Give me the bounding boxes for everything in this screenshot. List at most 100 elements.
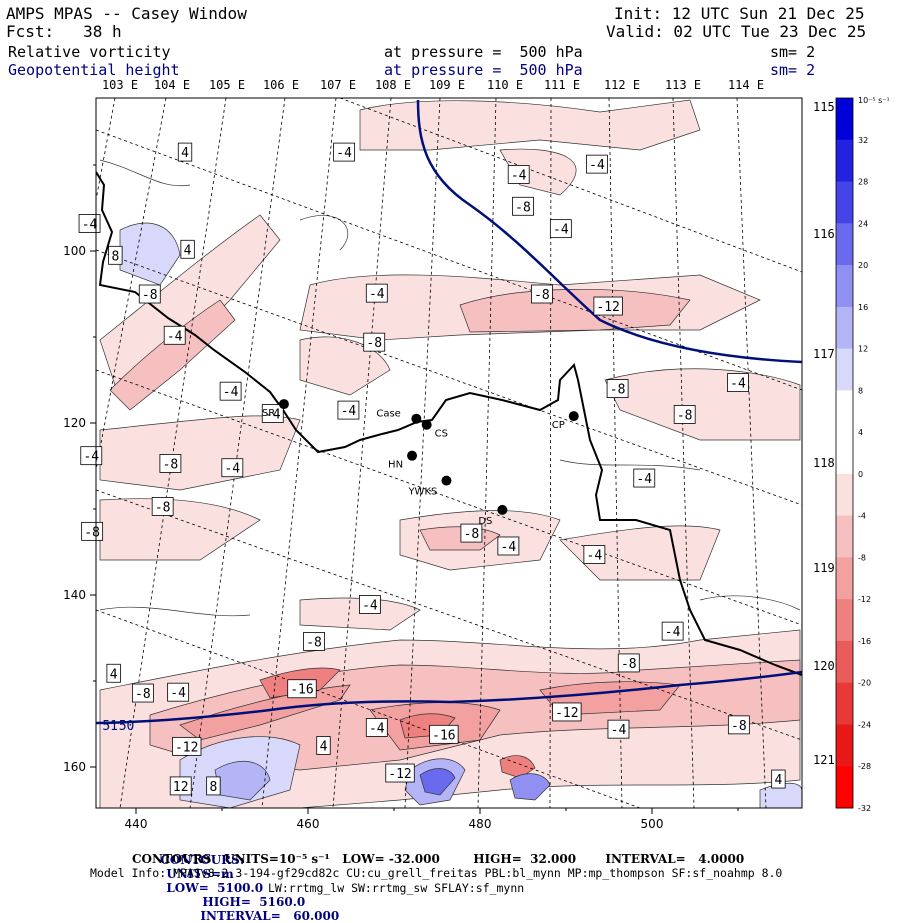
vorticity-label-box xyxy=(771,769,786,789)
vorticity-label-box xyxy=(106,663,121,683)
physics-info: LW:rrtmg_lw SW:rrtmg_sw SFLAY:sf_mynn xyxy=(268,881,525,895)
lon-label: 105 E xyxy=(209,78,245,92)
y-tick-label: 140 xyxy=(63,588,86,602)
vorticity-label: -4 xyxy=(507,165,530,184)
vorticity-label-box xyxy=(359,595,381,614)
vorticity-label-box xyxy=(108,245,123,265)
colorbar-tick-label: 20 xyxy=(858,261,868,270)
vorticity-label-text: -4 xyxy=(336,146,352,161)
vorticity-label-text: 4 xyxy=(184,243,192,258)
vorticity-label-box xyxy=(163,325,186,345)
vorticity-label-text: 4 xyxy=(775,773,783,788)
colorbar-swatch xyxy=(836,390,853,433)
colorbar-swatch xyxy=(836,265,853,308)
vorticity-label-box xyxy=(429,724,459,744)
vorticity-label: -4 xyxy=(607,719,630,739)
height-label: 51 xyxy=(102,719,118,734)
vorticity-label-text: -8 xyxy=(155,500,171,515)
vorticity-label-box xyxy=(617,653,640,673)
height-label: 50 xyxy=(119,719,135,734)
vorticity-label-text: -8 xyxy=(731,719,747,734)
vorticity-label-text: -4 xyxy=(83,450,99,465)
station-label: CS xyxy=(435,429,448,440)
vorticity-label-text: -4 xyxy=(82,217,98,232)
y-tick-label: 160 xyxy=(63,760,86,774)
axis-ticks xyxy=(90,164,739,814)
vorticity-label-text: -4 xyxy=(369,287,385,302)
vorticity-shading xyxy=(99,99,802,808)
station-dot xyxy=(407,450,418,461)
vorticity-label: -16 xyxy=(429,724,459,744)
vorticity-label: -12 xyxy=(172,736,202,756)
vorticity-label-text: -4 xyxy=(224,462,240,477)
vorticity-label: -4 xyxy=(586,154,608,174)
vorticity-label-box xyxy=(177,142,193,162)
vorticity-label-text: -8 xyxy=(534,288,550,303)
height-contour-labels: 51 50 xyxy=(102,719,134,734)
vorticity-label: -4 xyxy=(359,595,381,614)
lon-label: 104 E xyxy=(154,78,190,92)
field-vorticity: Relative vorticity xyxy=(8,43,171,61)
height-contour-5100 xyxy=(96,670,802,725)
longitude-labels-top: 103 E 104 E 105 E 106 E 107 E 108 E 109 … xyxy=(102,78,764,92)
vorticity-label-text: -8 xyxy=(142,288,158,303)
vorticity-label-box xyxy=(385,763,415,783)
vorticity-label-text: -4 xyxy=(167,329,183,344)
vorticity-label-box xyxy=(219,381,242,401)
vorticity-label-text: -8 xyxy=(515,200,531,215)
vorticity-label-text: -4 xyxy=(553,223,569,238)
vorticity-label-box xyxy=(512,196,534,216)
vorticity-label: -4 xyxy=(365,718,388,737)
vorticity-label-text: -12 xyxy=(388,767,411,782)
vorticity-label-box xyxy=(303,632,325,651)
vorticity-label-text: 12 xyxy=(173,780,189,795)
vorticity-label: -16 xyxy=(287,679,317,699)
vorticity-label-box xyxy=(180,239,195,259)
vorticity-label-text: -8 xyxy=(306,635,322,650)
colorbar-tick-label: -8 xyxy=(858,553,866,562)
vorticity-label-text: -16 xyxy=(290,683,313,698)
vorticity-label-text: -4 xyxy=(170,686,186,701)
station-dot xyxy=(568,411,579,422)
vorticity-label-box xyxy=(727,373,749,392)
coastline xyxy=(96,171,802,676)
vorticity-label: 4 xyxy=(106,663,121,683)
field-height: Geopotential height xyxy=(8,61,180,79)
colorbar-swatch xyxy=(836,223,853,266)
vorticity-label: -8 xyxy=(727,715,750,735)
vorticity-label-box xyxy=(727,715,750,735)
colorbar-tick-label: -24 xyxy=(858,720,871,729)
vorticity-label: -12 xyxy=(552,702,582,722)
vorticity-label-box xyxy=(172,736,202,756)
station-dot xyxy=(441,475,452,486)
colorbar-swatch xyxy=(836,348,853,391)
colorbar-tick-label: 0 xyxy=(858,470,863,479)
station-dot xyxy=(411,413,422,424)
vorticity-label: 12 xyxy=(169,776,192,796)
height-interval: INTERVAL= 60.000 xyxy=(200,909,340,923)
vorticity-label-box xyxy=(337,400,360,420)
vorticity-label-box xyxy=(287,679,317,699)
vorticity-label-text: -4 xyxy=(589,158,605,173)
colorbar-swatch xyxy=(836,181,853,224)
vorticity-label: 8 xyxy=(108,245,123,265)
colorbar-tick-label: 4 xyxy=(858,428,863,437)
colorbar-tick-label: -20 xyxy=(858,679,871,688)
colorbar-units: 10⁻⁵ s⁻¹ xyxy=(858,96,890,105)
vorticity-label: -8 xyxy=(512,196,534,216)
vorticity-label-text: 4 xyxy=(320,740,328,755)
vorticity-label-box xyxy=(460,523,483,543)
vorticity-label-text: -8 xyxy=(464,527,480,542)
vorticity-label-box xyxy=(586,154,608,174)
colorbar-tick-label: 8 xyxy=(858,386,863,395)
vorticity-map: 4 -4 -4 -4 -8 -4 -4 8 4 -4 -8 -8 -12 -4 -8 -4 -8 -4 -8 -4 -4… xyxy=(63,78,890,831)
vorticity-label-text: -4 xyxy=(369,721,385,736)
vorticity-label-box xyxy=(607,719,630,739)
colorbar-swatch xyxy=(836,640,853,684)
vorticity-label-box xyxy=(507,165,530,184)
colorbar-swatch xyxy=(836,682,853,725)
colorbar-tick-label: 16 xyxy=(858,303,868,312)
model-info: Model Info: MPASv8.2.3-194-gf29cd82c CU:… xyxy=(90,866,783,880)
station-dot xyxy=(497,504,508,515)
vorticity-contour-labels: 4 -4 -4 -4 -8 -4 -4 8 4 -4 -8 -8 -12 -4 -8 -4 -8 -4 -8 -4 -4… xyxy=(78,142,786,796)
